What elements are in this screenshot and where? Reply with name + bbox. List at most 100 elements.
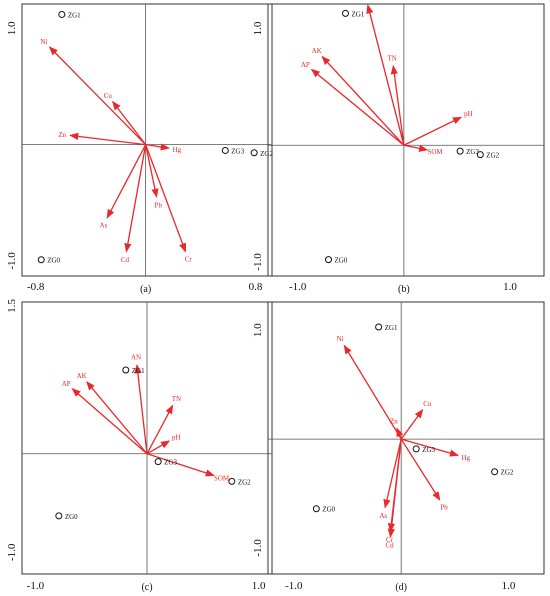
site-label: ZG2 [260,150,273,158]
site-label: ZG2 [501,469,514,477]
vector-label: Cu [104,92,113,100]
vector-arrow-hg [145,143,170,151]
y-tick-label: -1.0 [6,543,18,561]
plot-frame [267,3,545,277]
vector-arrow-cr [145,144,187,253]
vector-arrow-ph [403,116,463,146]
vector-arrow-an [366,4,405,146]
vector-label: Zn [390,417,398,425]
vector-label: Cd [385,541,394,549]
vector-label: Hg [173,146,182,154]
site-point-zg3 [412,445,420,453]
vector-arrow-zn [396,427,404,440]
vector-label: Pb [440,503,448,511]
vector-label: As [100,221,108,229]
vector-label: SOM [214,474,230,482]
vector-label: Ni [337,335,344,343]
vector-arrow-ak [321,55,405,146]
vector-arrow-pb [144,144,159,198]
vector-arrow-cu [112,100,147,146]
y-tick-label: 1.0 [6,21,18,35]
panel-a: -0.8 0.8 1.0 -1.0 (a) Ni Cu Zn Hg Pb As Cd Cr ZG1 ZG3 Z… [6,3,273,295]
y-tick-label: 1.5 [6,299,18,313]
site-point-zg0 [55,512,63,520]
panel-caption: (a) [140,284,151,295]
plot-frame [267,301,545,575]
y-tick-label: -1.0 [6,252,18,270]
site-point-zg1 [58,10,66,18]
vector-arrow-ni [343,344,402,440]
site-point-zg2 [476,151,484,159]
site-label: ZG2 [486,152,499,160]
vector-label: Ni [40,38,47,46]
site-point-zg2 [491,468,499,476]
vector-label: AN [131,354,141,362]
site-label: ZG3 [164,459,177,467]
panel-caption: (b) [398,284,410,295]
vector-arrow-ap [71,388,148,455]
vector-label: AK [77,372,87,380]
vector-arrow-an [134,364,148,454]
site-label: ZG3 [231,147,244,155]
site-point-zg0 [312,505,320,513]
vector-label: Cd [121,256,130,264]
vector-label: TN [172,395,181,403]
vector-label: Hg [461,454,470,462]
vector-label: Zn [58,131,66,139]
site-label: ZG0 [65,513,78,521]
vector-label: Cr [185,256,193,264]
y-tick-label: -1.0 [252,253,264,271]
vector-label: Cu [423,400,432,408]
x-tick-label: 1.0 [503,281,517,293]
vector-label: TN [388,54,397,62]
site-label: ZG1 [132,367,145,375]
site-label: ZG0 [47,257,60,265]
vector-arrow-pb [400,438,441,501]
site-point-zg0 [325,256,333,264]
vector-arrow-tn [146,404,174,455]
site-label: ZG1 [68,11,81,19]
vector-arrow-som [403,144,429,152]
site-label: ZG0 [335,257,348,265]
site-point-zg1 [341,9,349,17]
vector-arrow-ak [86,381,148,455]
vector-label: AK [312,47,322,55]
x-tick-label: -1.0 [289,281,307,293]
panel-c: -1.0 1.0 1.5 -1.0 (c) AN AK AP TN pH SOM ZG1 ZG3 ZG2 Z… [6,299,273,593]
site-label: ZG3 [466,148,479,156]
x-tick-label: 1.0 [252,580,266,592]
vector-arrow-som [146,453,215,477]
vector-arrow-ph [146,440,171,455]
site-point-zg0 [37,256,45,264]
vector-label: AN [361,0,371,2]
y-tick-label: 1.0 [252,323,264,337]
vector-arrow-ap [310,68,405,146]
x-tick-label: -1.0 [285,580,303,592]
panel-caption: (c) [141,582,152,593]
vector-label: Cr [386,536,394,544]
site-label: ZG0 [322,506,335,514]
vector-label: Pb [155,201,163,209]
y-tick-label: 1.0 [252,21,264,35]
site-point-zg1 [375,323,383,331]
site-point-zg3 [154,458,162,466]
vector-label: SOM [427,148,443,156]
vector-label: pH [464,110,473,118]
site-point-zg1 [122,366,130,374]
site-point-zg2 [228,477,236,485]
vector-label: pH [172,433,181,441]
vector-arrow-as [106,144,147,219]
vector-arrow-cd [387,439,402,538]
vector-label: AP [62,380,71,388]
vector-label: As [379,512,387,520]
site-label: ZG1 [385,324,398,332]
site-label: ZG2 [238,478,251,486]
x-tick-label: 1.0 [502,580,516,592]
y-tick-label: -1.0 [252,539,264,557]
vector-arrow-cd [124,144,147,253]
vector-arrow-zn [69,132,146,146]
x-tick-label: 0.8 [249,281,263,293]
